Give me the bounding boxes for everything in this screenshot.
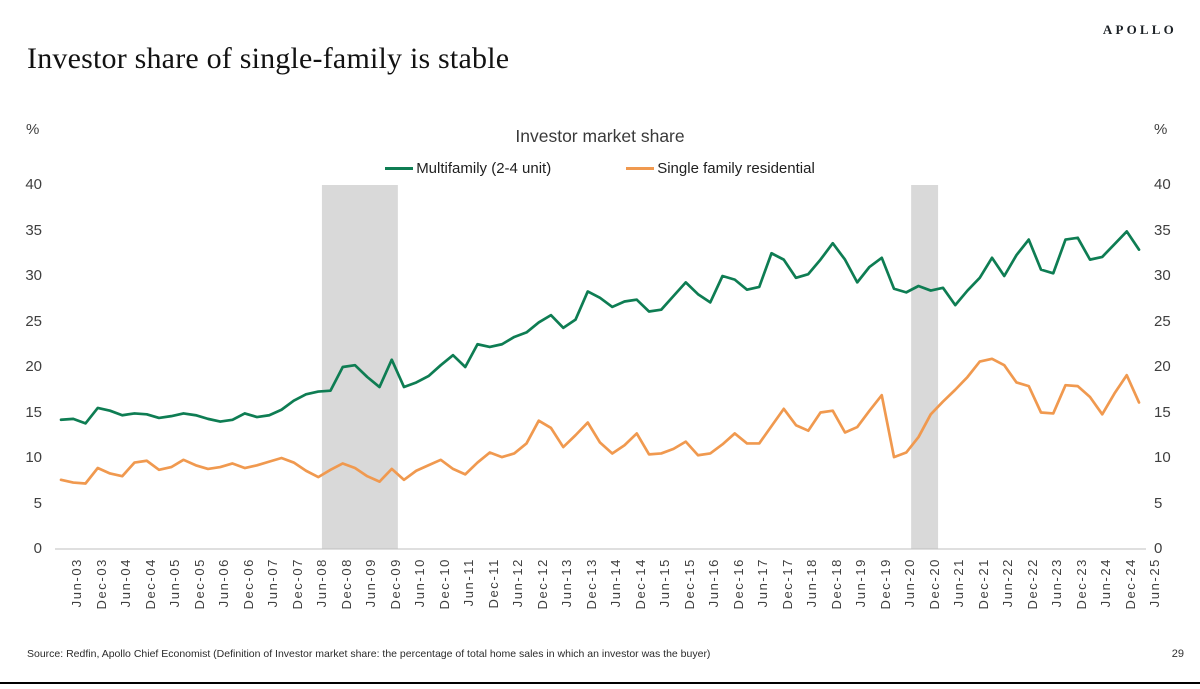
x-tick-Jun-07: Jun-07	[265, 558, 280, 608]
x-tick-Jun-21: Jun-21	[951, 558, 966, 608]
chart-legend: Multifamily (2-4 unit) Single family res…	[0, 160, 1200, 177]
apollo-logo: APOLLO	[1102, 22, 1177, 37]
y-tick-right-0: 0	[1154, 540, 1163, 557]
y-tick-left-20: 20	[25, 358, 42, 375]
x-tick-Jun-15: Jun-15	[657, 558, 672, 608]
y-tick-left-10: 10	[25, 449, 42, 466]
legend-label-single-family: Single family residential	[657, 160, 815, 177]
source-note: Source: Redfin, Apollo Chief Economist (…	[27, 648, 711, 660]
x-tick-Jun-09: Jun-09	[363, 558, 378, 608]
x-tick-Dec-20: Dec-20	[926, 558, 942, 610]
x-tick-Jun-22: Jun-22	[1000, 558, 1015, 608]
page-number: 29	[1171, 648, 1184, 660]
x-tick-Jun-24: Jun-24	[1098, 558, 1113, 608]
legend-item-single-family: Single family residential	[626, 160, 815, 177]
single-family-line-swatch	[626, 167, 655, 170]
x-tick-Jun-10: Jun-10	[412, 558, 427, 608]
x-tick-Dec-16: Dec-16	[730, 558, 746, 610]
legend-label-multifamily: Multifamily (2-4 unit)	[416, 160, 552, 177]
y-tick-right-20: 20	[1154, 358, 1171, 375]
page-title: Investor share of single-family is stabl…	[27, 42, 510, 75]
y-tick-left-5: 5	[33, 494, 42, 512]
multifamily-line-swatch	[385, 167, 414, 170]
x-tick-Dec-22: Dec-22	[1024, 558, 1040, 610]
bottom-rule	[0, 682, 1200, 684]
x-tick-Dec-05: Dec-05	[191, 558, 207, 610]
x-tick-Jun-06: Jun-06	[216, 558, 231, 608]
x-tick-Dec-24: Dec-24	[1122, 558, 1138, 610]
x-tick-Dec-14: Dec-14	[632, 558, 648, 610]
x-tick-Dec-09: Dec-09	[387, 558, 403, 610]
x-tick-Jun-23: Jun-23	[1049, 558, 1064, 608]
x-tick-Dec-04: Dec-04	[142, 558, 158, 610]
x-tick-Dec-19: Dec-19	[877, 558, 893, 610]
x-tick-Jun-08: Jun-08	[314, 558, 329, 608]
x-tick-Jun-05: Jun-05	[167, 558, 182, 608]
y-tick-right-15: 15	[1154, 403, 1171, 421]
x-tick-Dec-11: Dec-11	[485, 558, 501, 609]
multifamily-line	[59, 230, 1141, 425]
y-tick-right-40: 40	[1154, 176, 1171, 193]
x-tick-Dec-03: Dec-03	[93, 558, 109, 610]
x-tick-Jun-03: Jun-03	[69, 558, 84, 608]
y-axis-unit-right: %	[1154, 121, 1168, 138]
x-tick-Jun-18: Jun-18	[804, 558, 819, 608]
legend-item-multifamily: Multifamily (2-4 unit)	[385, 160, 551, 177]
x-tick-Jun-20: Jun-20	[902, 558, 917, 608]
x-tick-Dec-12: Dec-12	[534, 558, 550, 610]
x-tick-Dec-08: Dec-08	[338, 558, 354, 610]
recession-band-2	[911, 185, 939, 549]
x-tick-Dec-13: Dec-13	[583, 558, 599, 610]
y-tick-right-35: 35	[1154, 221, 1171, 239]
y-tick-right-10: 10	[1154, 449, 1171, 466]
y-tick-right-30: 30	[1154, 267, 1171, 284]
x-tick-Jun-16: Jun-16	[706, 558, 721, 608]
x-tick-Jun-12: Jun-12	[510, 558, 525, 608]
x-tick-Jun-14: Jun-14	[608, 558, 623, 608]
x-tick-Jun-19: Jun-19	[853, 558, 868, 608]
y-tick-left-35: 35	[25, 221, 42, 239]
x-tick-Dec-21: Dec-21	[975, 558, 991, 610]
chart-title: Investor market share	[515, 126, 685, 146]
y-axis-unit-left: %	[26, 121, 40, 138]
y-tick-right-25: 25	[1154, 312, 1171, 330]
x-tick-Jun-13: Jun-13	[559, 558, 574, 608]
y-tick-left-0: 0	[33, 540, 42, 557]
x-tick-Dec-10: Dec-10	[436, 558, 452, 610]
x-tick-Dec-06: Dec-06	[240, 558, 256, 610]
x-tick-Dec-18: Dec-18	[828, 558, 844, 610]
x-tick-Dec-15: Dec-15	[681, 558, 697, 610]
x-tick-Jun-11: Jun-11	[461, 558, 476, 607]
recession-band-1	[321, 185, 398, 549]
x-tick-Jun-04: Jun-04	[118, 558, 133, 608]
y-tick-left-40: 40	[25, 176, 42, 193]
x-tick-Dec-23: Dec-23	[1073, 558, 1089, 610]
single-family-line	[59, 357, 1141, 485]
y-tick-left-30: 30	[25, 267, 42, 284]
x-tick-Dec-17: Dec-17	[779, 558, 795, 610]
x-tick-Jun-25: Jun-25	[1147, 558, 1162, 608]
x-tick-Dec-07: Dec-07	[289, 558, 305, 610]
y-tick-right-5: 5	[1154, 494, 1163, 512]
y-tick-left-15: 15	[25, 403, 42, 421]
x-tick-Jun-17: Jun-17	[755, 558, 770, 608]
y-tick-left-25: 25	[25, 312, 42, 330]
